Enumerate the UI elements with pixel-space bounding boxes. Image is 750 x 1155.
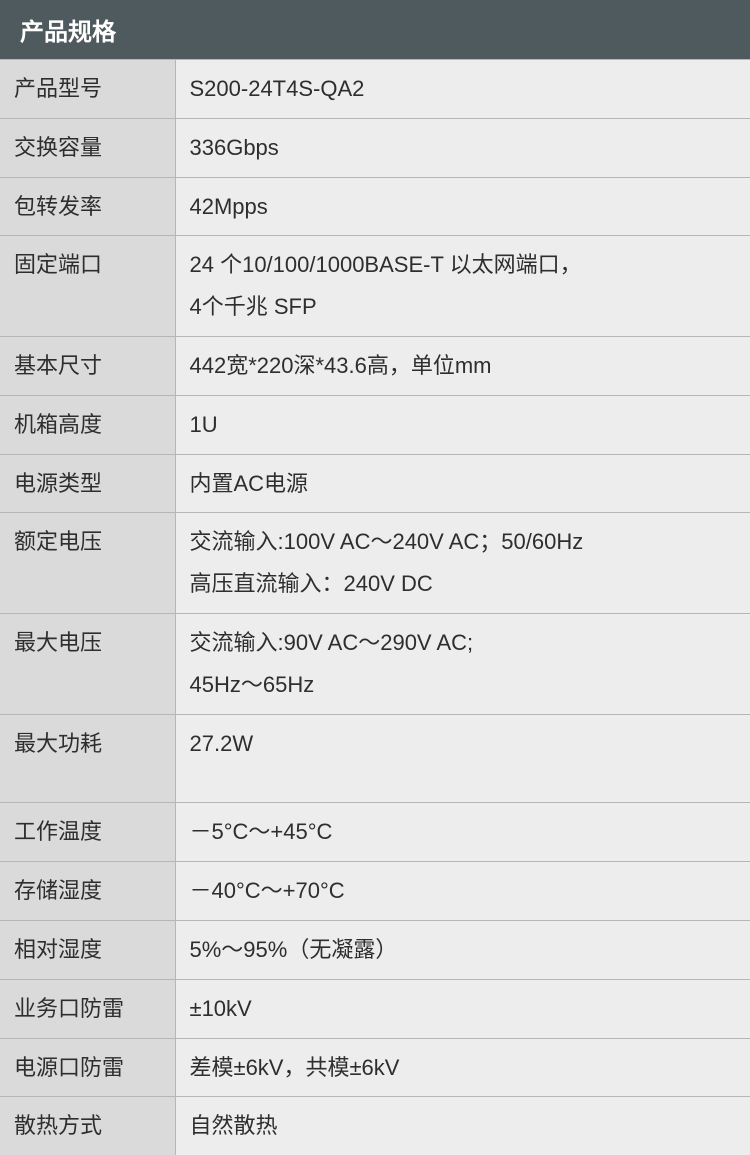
spec-label: 产品型号 [0, 60, 175, 119]
spec-value: 336Gbps [175, 118, 750, 177]
spec-row: 交换容量336Gbps [0, 118, 750, 177]
spec-value: 自然散热 [175, 1097, 750, 1155]
spec-row: 最大电压交流输入:90V AC～290V AC;45Hz～65Hz [0, 613, 750, 714]
spec-row: 电源口防雷差模±6kV，共模±6kV [0, 1038, 750, 1097]
spec-row: 相对湿度5%～95%（无凝露） [0, 920, 750, 979]
spec-label: 包转发率 [0, 177, 175, 236]
spec-row: 工作温度－5°C～+45°C [0, 803, 750, 862]
spec-label: 相对湿度 [0, 920, 175, 979]
spec-label: 电源类型 [0, 454, 175, 513]
spec-table: 产品规格 产品型号S200-24T4S-QA2交换容量336Gbps包转发率42… [0, 0, 750, 1155]
spec-row: 机箱高度1U [0, 395, 750, 454]
spec-label: 最大电压 [0, 613, 175, 714]
spec-row: 固定端口24 个10/100/1000BASE-T 以太网端口，4个千兆 SFP [0, 236, 750, 337]
spec-value: 交流输入:90V AC～290V AC;45Hz～65Hz [175, 613, 750, 714]
spec-row: 业务口防雷±10kV [0, 979, 750, 1038]
spec-value: 差模±6kV，共模±6kV [175, 1038, 750, 1097]
spec-label: 基本尺寸 [0, 336, 175, 395]
spec-value: 24 个10/100/1000BASE-T 以太网端口，4个千兆 SFP [175, 236, 750, 337]
spec-label: 额定电压 [0, 513, 175, 614]
spec-value: 42Mpps [175, 177, 750, 236]
spec-label: 散热方式 [0, 1097, 175, 1155]
spec-value: 1U [175, 395, 750, 454]
spec-label: 机箱高度 [0, 395, 175, 454]
spec-row: 存储湿度－40°C～+70°C [0, 862, 750, 921]
spec-value: ±10kV [175, 979, 750, 1038]
spec-label: 固定端口 [0, 236, 175, 337]
spec-row: 散热方式自然散热 [0, 1097, 750, 1155]
spec-row: 最大功耗27.2W [0, 714, 750, 803]
spec-value: －5°C～+45°C [175, 803, 750, 862]
spec-row: 额定电压交流输入:100V AC～240V AC；50/60Hz高压直流输入：2… [0, 513, 750, 614]
spec-value: －40°C～+70°C [175, 862, 750, 921]
spec-label: 工作温度 [0, 803, 175, 862]
spec-label: 业务口防雷 [0, 979, 175, 1038]
spec-row: 包转发率42Mpps [0, 177, 750, 236]
spec-value: S200-24T4S-QA2 [175, 60, 750, 119]
spec-value: 5%～95%（无凝露） [175, 920, 750, 979]
spec-label: 存储湿度 [0, 862, 175, 921]
spec-label: 最大功耗 [0, 714, 175, 803]
spec-label: 交换容量 [0, 118, 175, 177]
spec-label: 电源口防雷 [0, 1038, 175, 1097]
spec-header: 产品规格 [0, 0, 750, 60]
spec-row: 产品型号S200-24T4S-QA2 [0, 60, 750, 119]
spec-row: 电源类型内置AC电源 [0, 454, 750, 513]
spec-value: 内置AC电源 [175, 454, 750, 513]
spec-value: 交流输入:100V AC～240V AC；50/60Hz高压直流输入：240V … [175, 513, 750, 614]
spec-header-row: 产品规格 [0, 0, 750, 60]
spec-row: 基本尺寸442宽*220深*43.6高，单位mm [0, 336, 750, 395]
spec-value: 442宽*220深*43.6高，单位mm [175, 336, 750, 395]
spec-value: 27.2W [175, 714, 750, 803]
